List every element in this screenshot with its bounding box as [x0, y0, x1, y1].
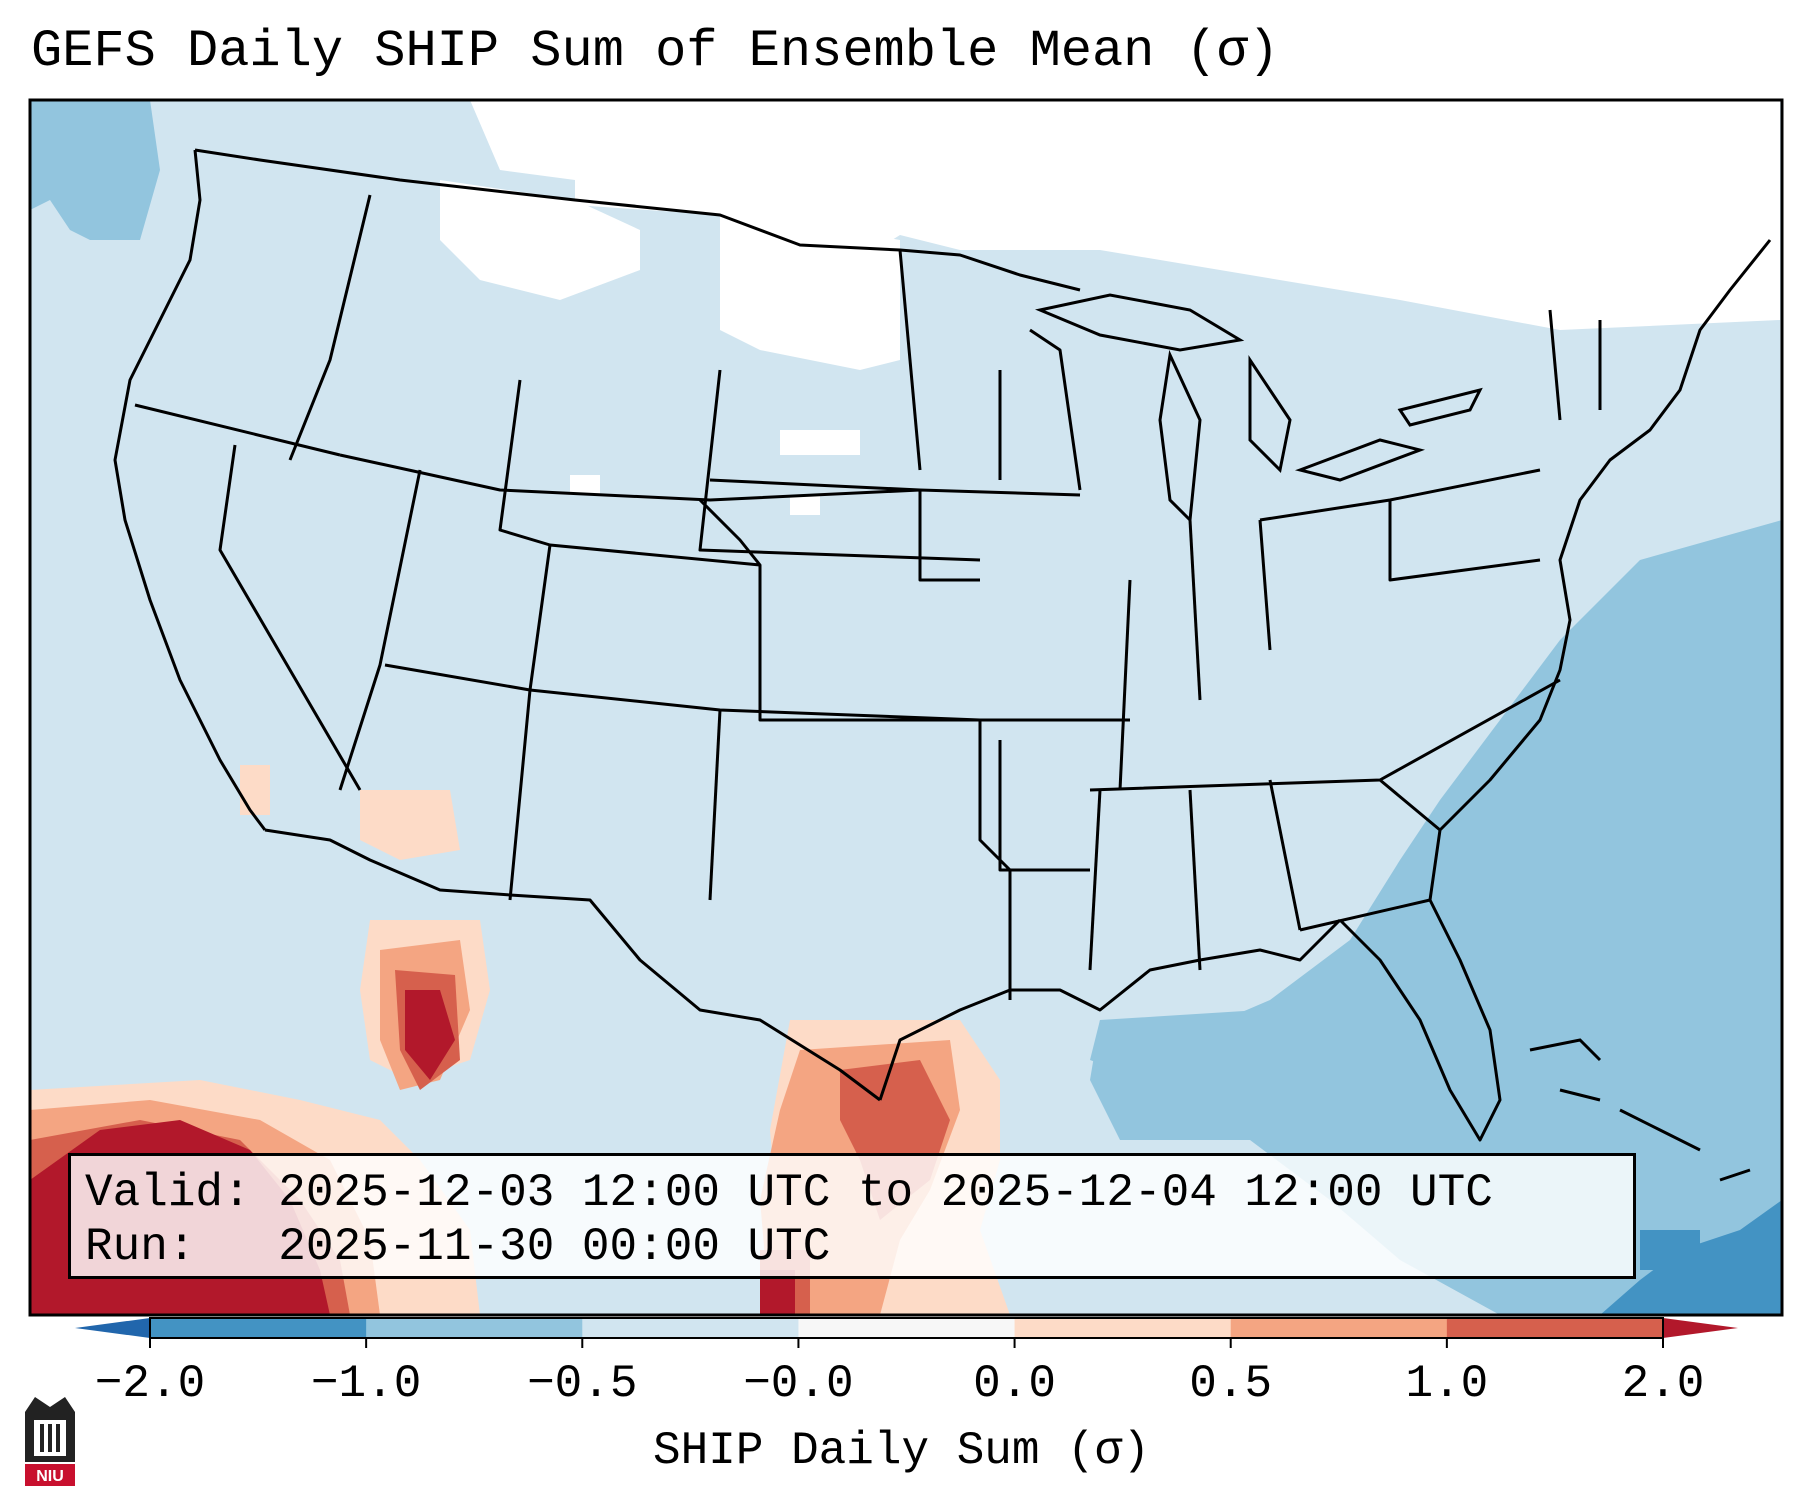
colorbar-tick-label: 1.0 [1405, 1358, 1488, 1410]
run-value: 2025-11-30 00:00 UTC [278, 1221, 831, 1273]
shading-strong-negative [1600, 1200, 1782, 1315]
great-lakes [1034, 293, 1483, 524]
colorbar-tick-label: −2.0 [95, 1358, 205, 1410]
map-panel [28, 98, 1784, 1317]
colorbar-tick-label: 2.0 [1622, 1358, 1705, 1410]
colorbar-tick-label: −0.5 [527, 1358, 637, 1410]
colorbar-segment [150, 1318, 367, 1338]
colorbar-segment [366, 1318, 583, 1338]
colorbar-ticks: −2.0 −1.0 −0.5 −0.0 0.0 0.5 1.0 2.0 [95, 1338, 1705, 1410]
run-label: Run: [85, 1221, 196, 1273]
niu-logo: NIU [25, 1397, 75, 1486]
colorbar-segment [798, 1318, 1016, 1338]
colorbar-segment [1014, 1318, 1232, 1338]
valid-run-info-box: Valid: 2025-12-03 12:00 UTC to 2025-12-0… [68, 1153, 1636, 1279]
caribbean-islands [1529, 1038, 1751, 1182]
map-title: GEFS Daily SHIP Sum of Ensemble Mean (σ) [31, 22, 1280, 81]
shading-negative [30, 100, 1782, 1315]
colorbar-segment [1230, 1318, 1448, 1338]
colorbar-tick-label: 0.0 [973, 1358, 1056, 1410]
map-frame [28, 98, 1784, 1317]
colorbar-extend-min [75, 1318, 150, 1338]
valid-value: 2025-12-03 12:00 UTC to 2025-12-04 12:00… [278, 1167, 1493, 1219]
colorbar-tick-label: −1.0 [311, 1358, 421, 1410]
colorbar-tick-label: −0.0 [743, 1358, 853, 1410]
valid-label: Valid: [85, 1167, 251, 1219]
colorbar-extend-max [1663, 1318, 1738, 1338]
colorbar-segments [150, 1318, 1664, 1338]
shading-near-zero [440, 100, 1780, 515]
colorbar-segment [582, 1318, 799, 1338]
colorbar-label: SHIP Daily Sum (σ) [653, 1425, 1150, 1477]
niu-logo-text: NIU [36, 1468, 64, 1485]
colorbar-frame [149, 1317, 1664, 1339]
colorbar: −2.0 −1.0 −0.5 −0.0 0.0 0.5 1.0 2.0 [75, 1317, 1738, 1410]
colorbar-tick-label: 0.5 [1189, 1358, 1272, 1410]
state-boundaries [113, 148, 1772, 1142]
colorbar-segment [1446, 1318, 1664, 1338]
